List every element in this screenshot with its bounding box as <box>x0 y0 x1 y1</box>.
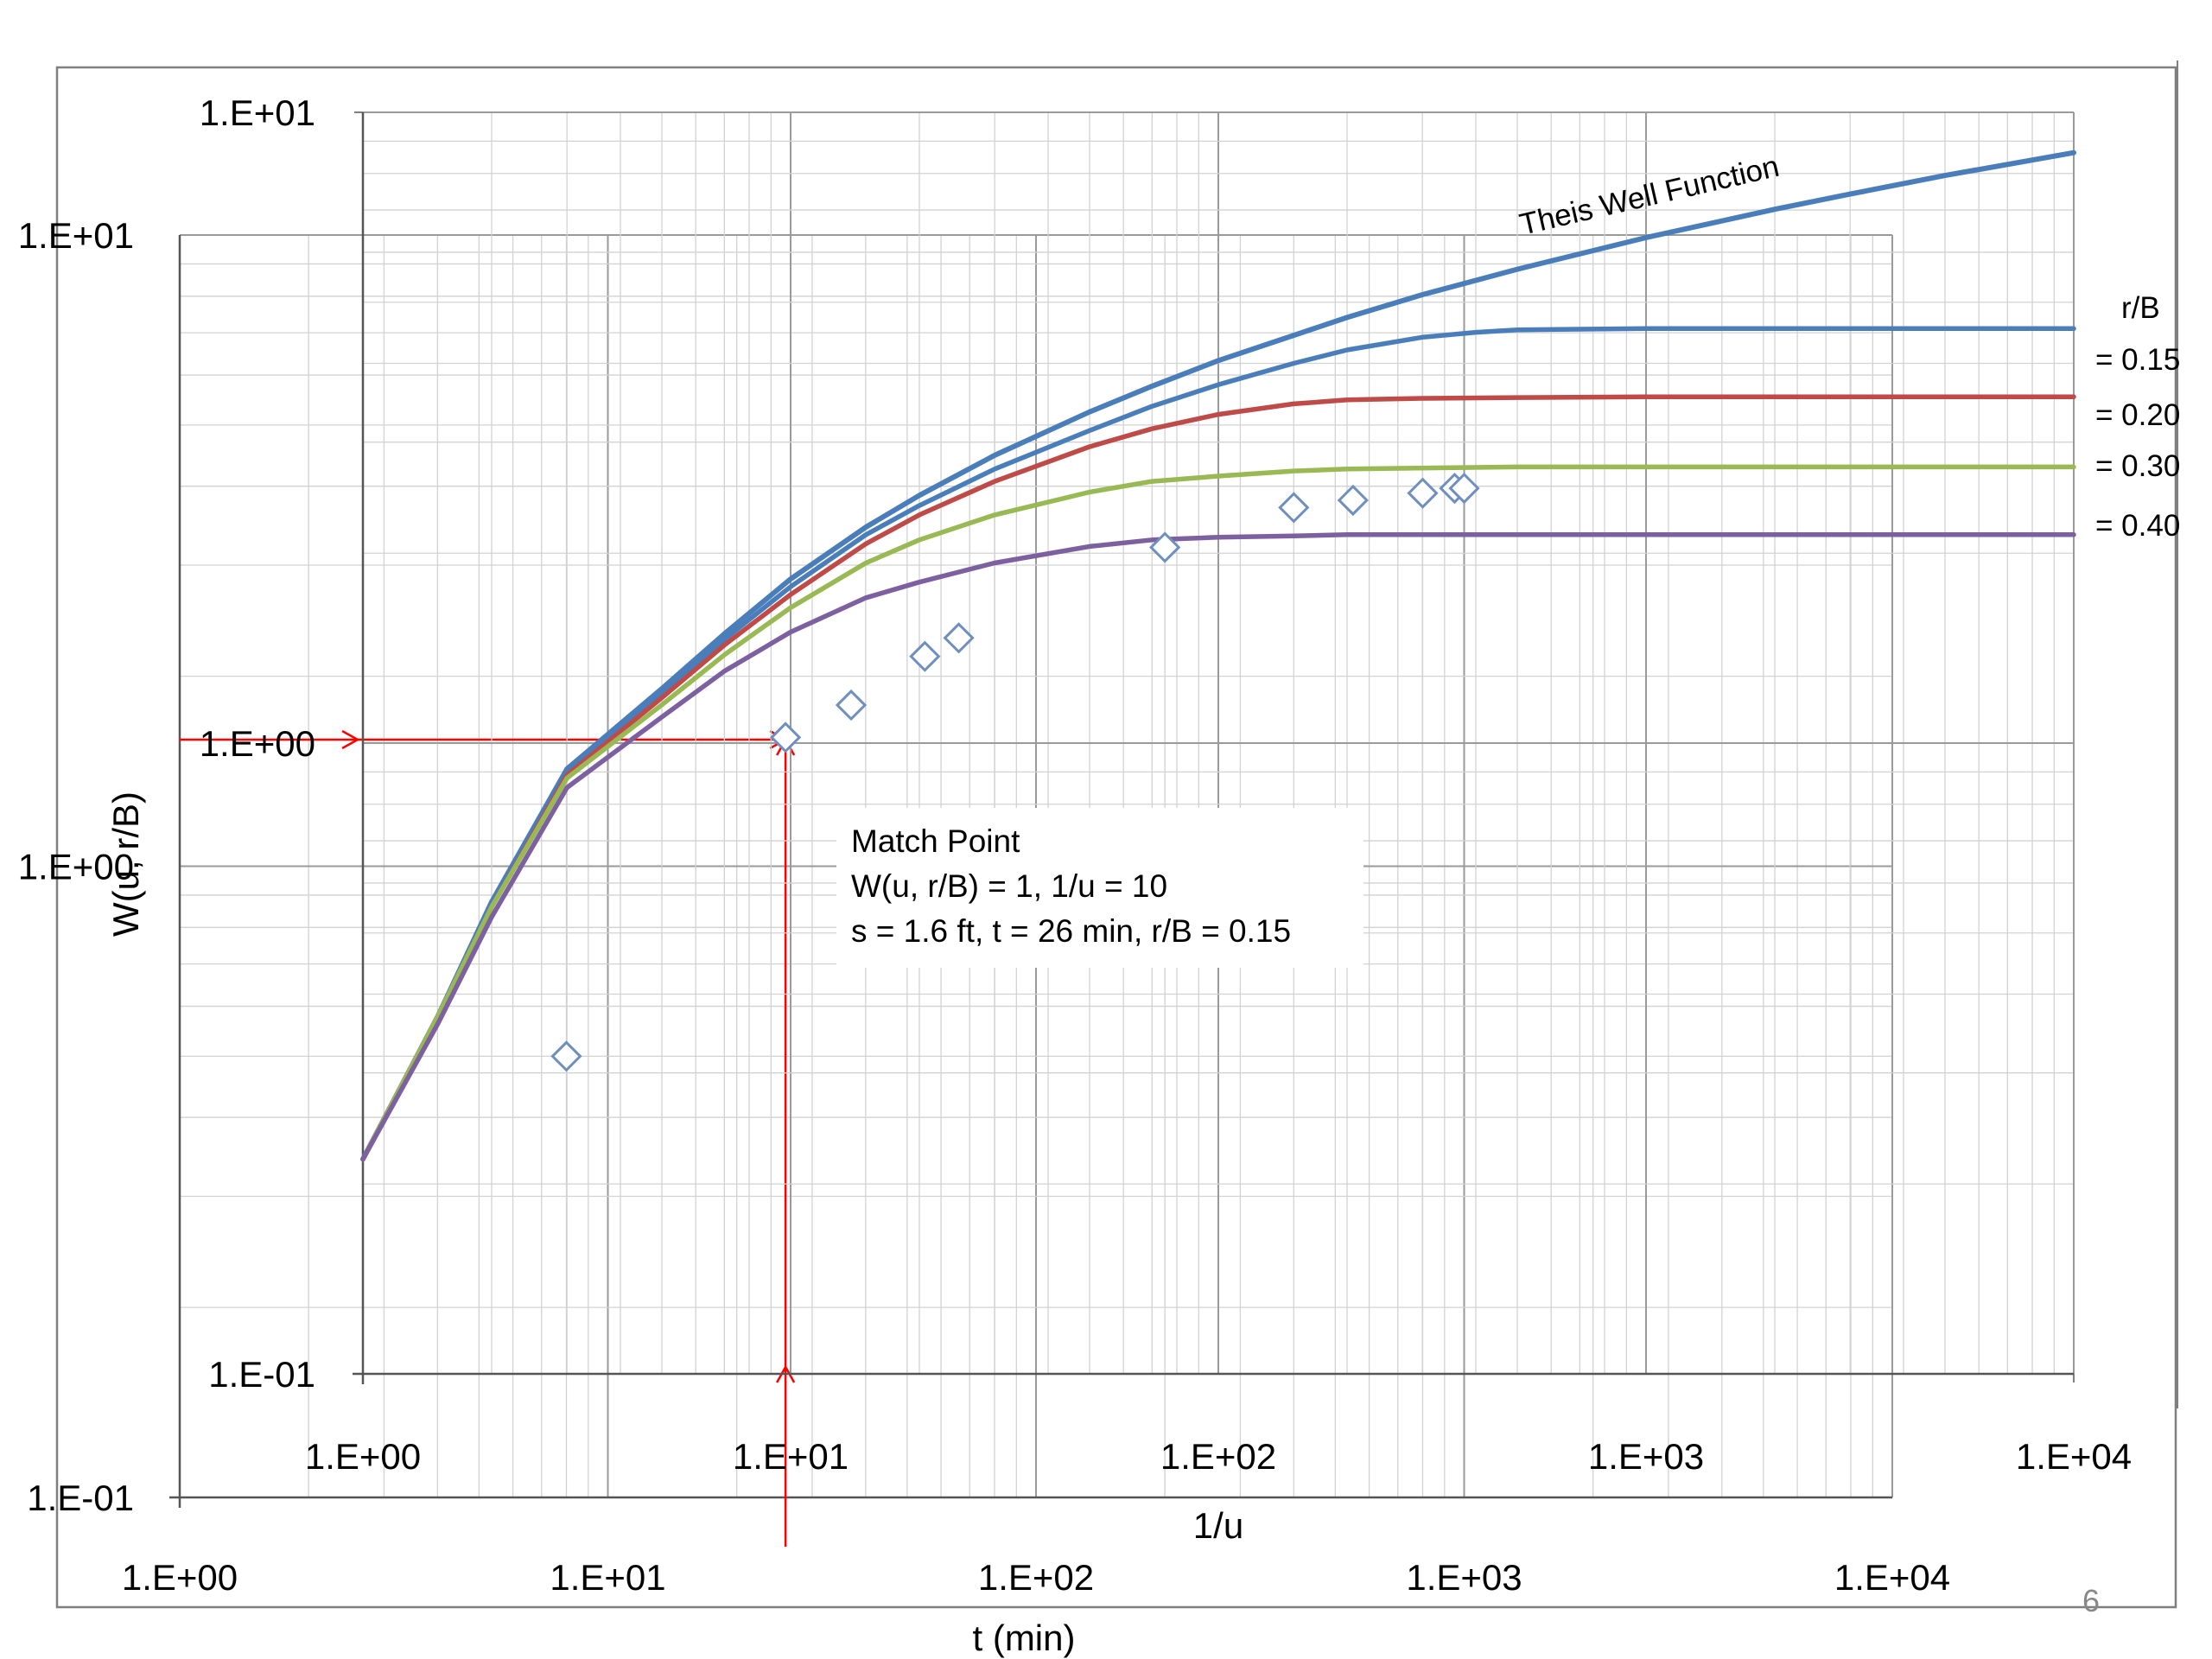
front-x-tick-label: 1.E+02 <box>1160 1436 1276 1477</box>
back-y-tick-label: 1.E-01 <box>27 1478 134 1518</box>
legend-title: r/B <box>2121 291 2160 325</box>
data-point-marker <box>835 689 868 721</box>
type-curve-series-2 <box>360 394 2076 1162</box>
back-y-tick-label: 1.E+00 <box>18 847 134 887</box>
front-y-tick-label: 1.E-01 <box>208 1354 315 1395</box>
back-x-tick-label: 1.E+01 <box>550 1557 665 1598</box>
data-markers <box>550 472 1480 1072</box>
annotation-title: Match Point <box>851 823 1020 859</box>
type-curve-series-3 <box>360 464 2076 1162</box>
annotation-line-2: W(u, r/B) = 1, 1/u = 10 <box>851 868 1167 904</box>
front-y-tick-label: 1.E+00 <box>200 723 315 764</box>
data-point-marker <box>909 640 941 672</box>
front-x-tick-label: 1.E+00 <box>305 1436 421 1477</box>
page-number: 6 <box>2082 1583 2100 1618</box>
data-point-marker <box>943 622 975 654</box>
match-horizontal-arrowhead-2 <box>341 729 360 750</box>
front-chart: 1.E+00 1.E+01 1.E+02 1.E+03 1.E+04 1.E-01 1.E+… <box>105 60 2180 1546</box>
type-curve-series-0 <box>360 149 2076 1162</box>
type-curve-series-1 <box>360 326 2076 1162</box>
front-y-axis-title: W(u, r/B) <box>105 791 146 937</box>
front-x-tick-label: 1.E+04 <box>2016 1436 2132 1477</box>
match-point-annotation: Match Point W(u, r/B) = 1, 1/u = 10 s = … <box>836 808 1363 968</box>
legend-label-2: = 0.30 <box>2095 449 2180 483</box>
annotation-box <box>836 808 1363 968</box>
front-y-tick-label: 1.E+01 <box>200 92 315 133</box>
front-x-tick-label: 1.E+03 <box>1588 1436 1704 1477</box>
data-point-marker <box>1407 477 1439 509</box>
type-curve-layer: 1.E+00 1.E+01 1.E+02 1.E+03 1.E+04 1.E-01 1.E+… <box>105 60 2180 1546</box>
front-x-axis-title: 1/u <box>1193 1505 1243 1546</box>
back-x-tick-label: 1.E+00 <box>122 1557 238 1598</box>
back-x-tick-label: 1.E+02 <box>978 1557 1094 1598</box>
match-vertical-arrowhead-2 <box>776 1364 796 1383</box>
front-grid <box>353 111 2075 1384</box>
back-x-axis-title: t (min) <box>973 1618 1076 1658</box>
data-point-marker <box>769 721 802 753</box>
legend-label-3: = 0.40 <box>2095 509 2180 543</box>
data-point-marker <box>1278 492 1310 524</box>
data-point-marker <box>1149 531 1181 563</box>
back-x-tick-label: 1.E+04 <box>1834 1557 1950 1598</box>
back-x-tick-label: 1.E+03 <box>1406 1557 1522 1598</box>
annotation-line-3: s = 1.6 ft, t = 26 min, r/B = 0.15 <box>851 913 1291 949</box>
back-y-tick-label: 1.E+01 <box>18 215 134 256</box>
data-point-marker <box>1337 484 1369 517</box>
legend-label-1: = 0.20 <box>2095 398 2180 432</box>
legend-label-0: = 0.15 <box>2095 343 2180 377</box>
theis-curve-label: Theis Well Function <box>1516 149 1783 242</box>
front-x-tick-label: 1.E+01 <box>733 1436 849 1477</box>
data-point-marker <box>550 1040 582 1072</box>
back-chart-frame <box>55 66 2177 1609</box>
data-point-marker <box>1448 472 1480 505</box>
type-curve-series-4 <box>360 532 2076 1162</box>
